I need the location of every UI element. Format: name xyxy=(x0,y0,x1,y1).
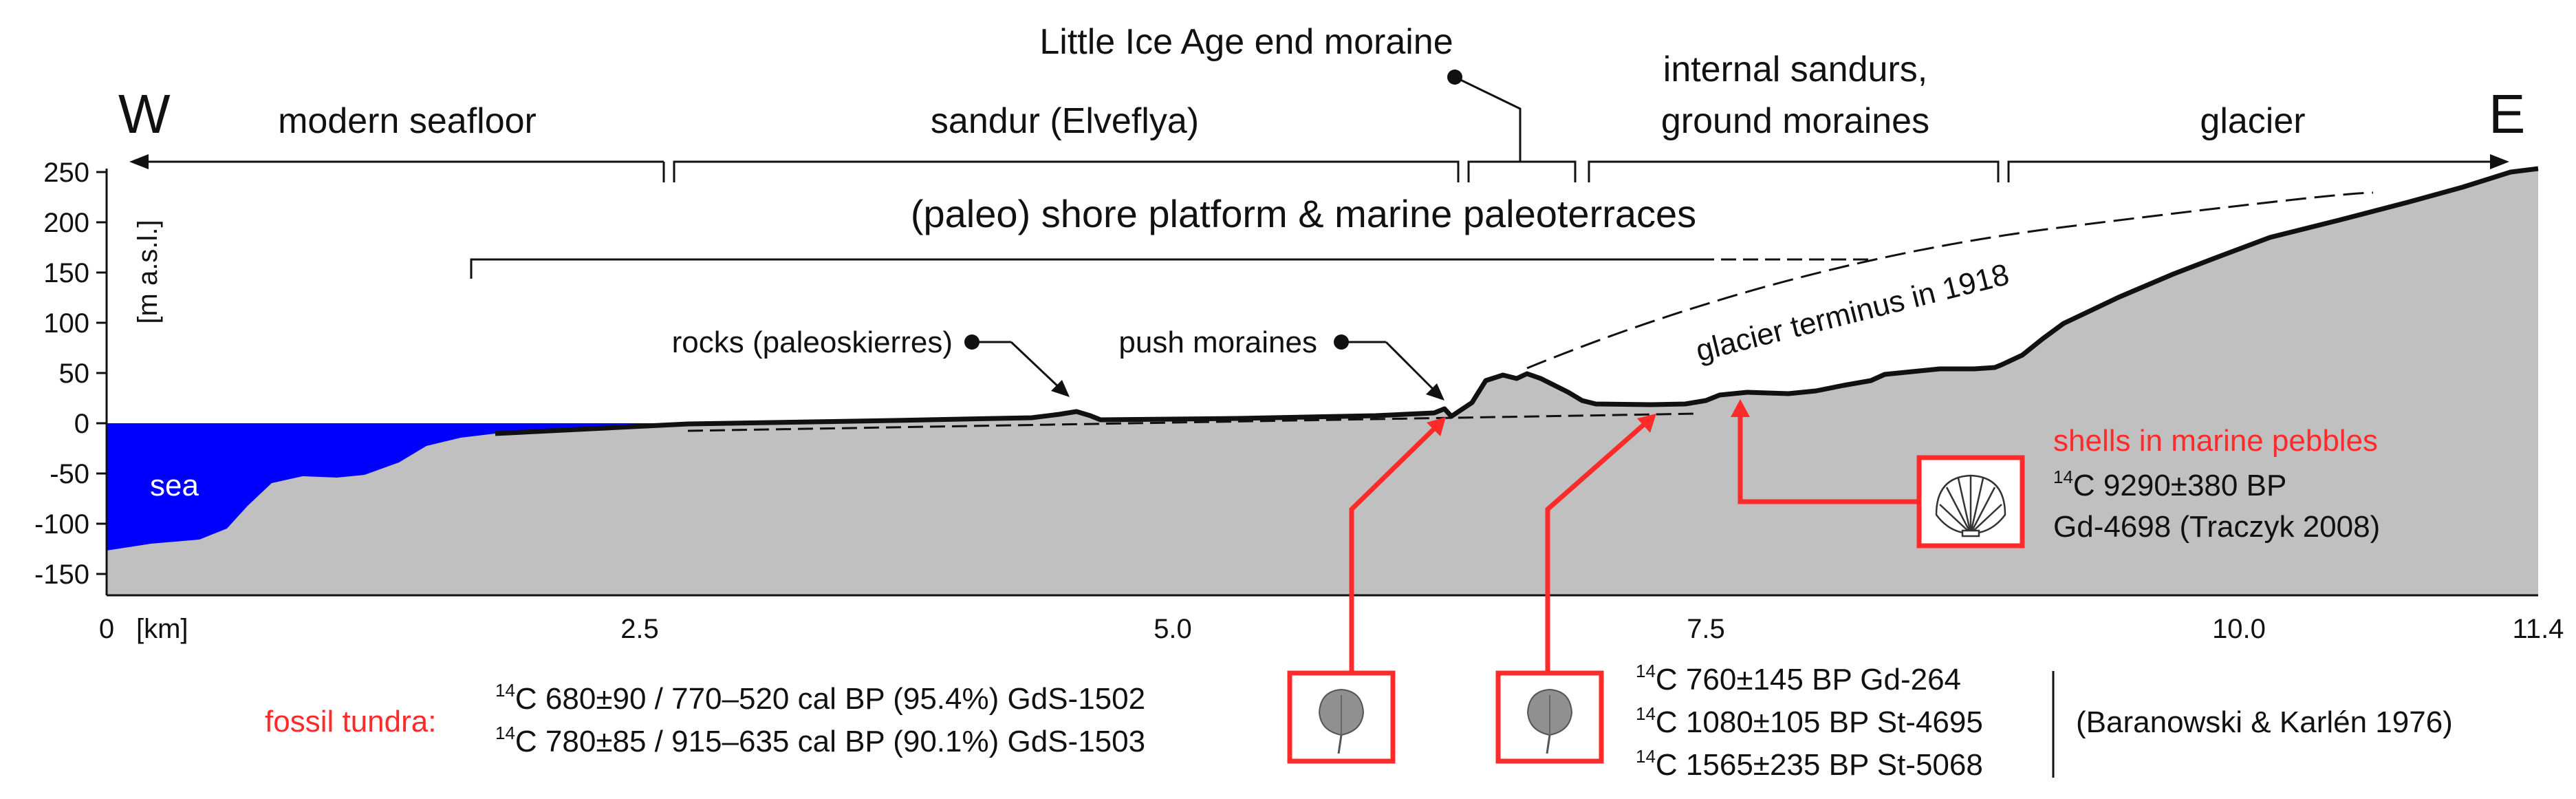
sea-label: sea xyxy=(150,469,199,502)
y-tick-0: 0 xyxy=(74,409,89,439)
glacier-terminus-label: glacier terminus in 1918 xyxy=(1693,257,2013,368)
fossil-tundra-title: fossil tundra: xyxy=(265,705,436,738)
y-tick-minus-150: -150 xyxy=(34,560,89,590)
y-tick-250: 250 xyxy=(43,158,89,188)
x-tick-10-0: 10.0 xyxy=(2212,614,2266,644)
x-tick-11-4: 11.4 xyxy=(2513,614,2564,644)
y-tick-minus-100: -100 xyxy=(34,509,89,540)
east-arrowhead xyxy=(2490,154,2509,169)
zone-sandur: sandur (Elveflya) xyxy=(931,101,1199,141)
push-moraines-arrowhead xyxy=(1426,383,1444,401)
baranowski-ref: (Baranowski & Karlén 1976) xyxy=(2076,705,2453,739)
leaf-icon-1 xyxy=(1318,688,1365,754)
push-moraines-leader-b xyxy=(1385,341,1439,395)
shore-platform-label: (paleo) shore platform & marine paleoter… xyxy=(911,192,1696,235)
leaf-1-red-arrowhead xyxy=(1427,417,1446,436)
shells-red-arrowhead xyxy=(1731,399,1750,417)
shells-title: shells in marine pebbles xyxy=(2053,424,2378,458)
leaf-1-red-connector xyxy=(1349,425,1438,673)
zone-ground-moraines: ground moraines xyxy=(1661,101,1929,141)
y-tick-minus-50: -50 xyxy=(50,459,89,489)
fossil-tundra-date-2: 14C 780±85 / 915–635 cal BP (90.1%) GdS-… xyxy=(495,723,1145,758)
baranowski-date-1: 14C 760±145 BP Gd-264 xyxy=(1636,661,1961,696)
rocks-leader-b xyxy=(1010,341,1064,392)
west-label: W xyxy=(118,83,171,145)
lia-moraine-leader xyxy=(1454,76,1522,162)
push-moraines-label: push moraines xyxy=(1118,326,1317,359)
x-tick-7-5: 7.5 xyxy=(1687,614,1725,644)
x-axis-unit: [km] xyxy=(136,614,188,644)
y-tick-50: 50 xyxy=(59,359,90,389)
fossil-tundra-date-1: 14C 680±90 / 770–520 cal BP (95.4%) GdS-… xyxy=(495,680,1145,716)
leaf-2-red-arrowhead xyxy=(1637,414,1656,433)
shells-date: 14C 9290±380 BP xyxy=(2053,467,2286,502)
x-tick-2-5: 2.5 xyxy=(620,614,659,644)
glacier-terminus-1918-line xyxy=(1526,191,2374,370)
y-tick-150: 150 xyxy=(43,258,89,288)
zone-brackets xyxy=(138,160,2497,182)
paleo-shoreline-dashed xyxy=(687,412,1700,432)
x-tick-5-0: 5.0 xyxy=(1154,614,1192,644)
leaf-2-red-connector xyxy=(1545,421,1647,673)
rocks-arrowhead xyxy=(1051,380,1070,397)
surface-line xyxy=(495,166,2539,436)
baranowski-date-2: 14C 1080±105 BP St-4695 xyxy=(1636,703,1983,739)
east-label: E xyxy=(2489,83,2525,145)
x-tick-0: 0 xyxy=(99,614,114,644)
lia-moraine-label: Little Ice Age end moraine xyxy=(1039,22,1453,62)
y-tick-200: 200 xyxy=(43,208,89,238)
leaf-icon-2 xyxy=(1526,688,1573,754)
shells-ref: Gd-4698 (Traczyk 2008) xyxy=(2053,510,2380,544)
y-axis-label: [m a.s.l.] xyxy=(133,220,163,323)
y-axis-ticks xyxy=(96,171,107,575)
rocks-label: rocks (paleoskierres) xyxy=(672,326,953,359)
zone-internal-sandurs: internal sandurs, xyxy=(1663,50,1927,89)
west-arrowhead xyxy=(129,154,149,169)
zone-modern-seafloor: modern seafloor xyxy=(278,101,537,141)
sea-area xyxy=(107,423,695,551)
baranowski-date-3: 14C 1565±235 BP St-5068 xyxy=(1636,746,1983,782)
shells-red-connector xyxy=(1738,413,1919,504)
shore-platform-bracket xyxy=(470,258,1699,279)
zone-glacier: glacier xyxy=(2200,101,2305,141)
scallop-shell-icon xyxy=(1935,474,2006,537)
y-tick-100: 100 xyxy=(43,308,89,339)
